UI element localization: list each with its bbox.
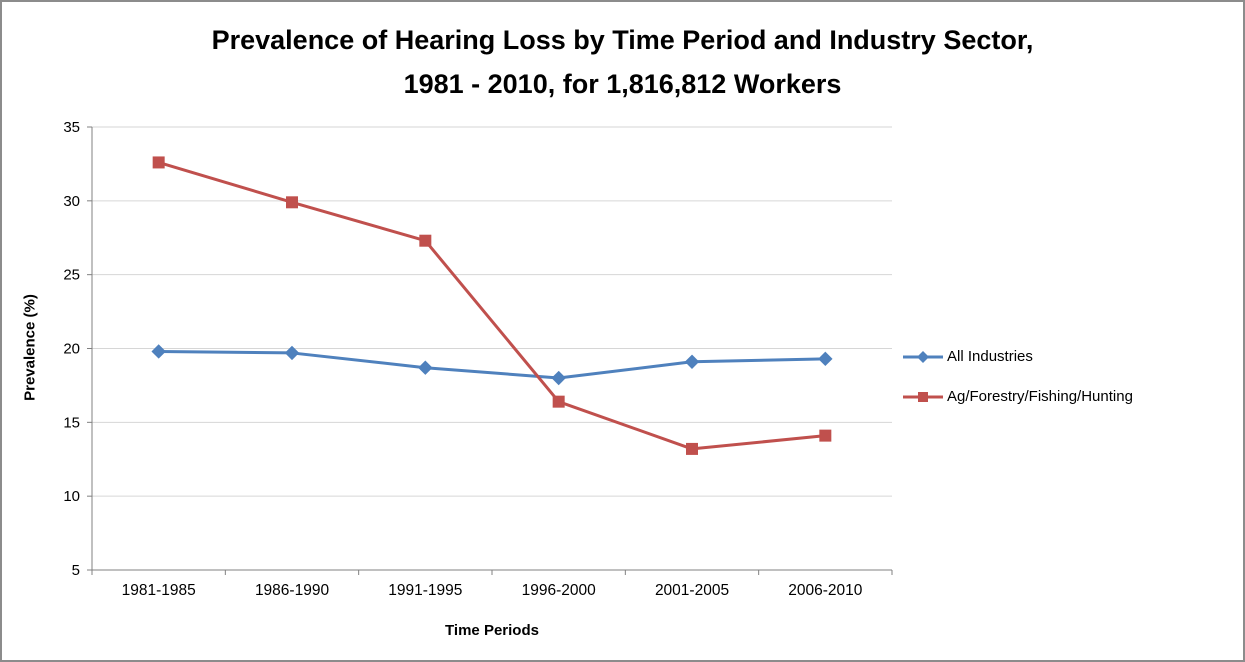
legend-item-0: All Industries: [902, 348, 1133, 365]
x-tick-label: 1996-2000: [522, 582, 597, 599]
series-0-marker-diamond: [151, 344, 166, 359]
series-0-marker-diamond: [551, 370, 566, 386]
chart-title-line-2: 1981 - 2010, for 1,816,812 Workers: [403, 69, 842, 99]
y-tick-label: 20: [63, 341, 80, 358]
series-1-marker-square: [152, 156, 165, 169]
x-tick-label: 2001-2005: [655, 582, 729, 599]
series-1-marker-square: [686, 442, 698, 455]
x-tick-label: 1981-1985: [122, 582, 196, 599]
series-1-marker-square: [819, 429, 832, 442]
x-axis-title: Time Periods: [445, 622, 539, 639]
y-tick-label: 25: [63, 267, 80, 284]
series-0-marker-diamond: [284, 345, 300, 361]
y-tick-label: 10: [63, 488, 80, 505]
legend-square-line-icon: [903, 391, 943, 402]
series-0-marker-diamond: [418, 360, 433, 375]
x-tick-label: 1991-1995: [388, 582, 462, 599]
series-1-marker-square: [286, 196, 298, 209]
legend-item-1: Ag/Forestry/Fishing/Hunting: [902, 388, 1133, 405]
series-line-0: [158, 349, 826, 380]
series-1-marker-square: [552, 395, 565, 408]
legend-diamond-line-icon: [903, 350, 943, 363]
x-tick-label: 2006-2010: [788, 582, 863, 599]
y-tick-label: 35: [63, 119, 80, 136]
x-tick-label: 1986-1990: [255, 582, 330, 599]
series-0-marker-diamond: [818, 351, 833, 367]
y-tick-label: 30: [63, 193, 80, 210]
chart-legend: All Industries Ag/Forestry/Fishing/Huntin…: [902, 348, 1133, 405]
chart-title: Prevalence of Hearing Loss by Time Perio…: [2, 18, 1243, 106]
chart-title-line-1: Prevalence of Hearing Loss by Time Perio…: [211, 25, 1034, 55]
series-0-marker-diamond: [684, 354, 700, 369]
legend-label-0: All Industries: [947, 348, 1033, 365]
y-tick-label: 5: [72, 562, 80, 579]
series-1-marker-square: [419, 234, 432, 247]
y-tick-label: 15: [63, 414, 80, 431]
series-line-1: [158, 161, 826, 451]
legend-label-1: Ag/Forestry/Fishing/Hunting: [947, 388, 1133, 405]
